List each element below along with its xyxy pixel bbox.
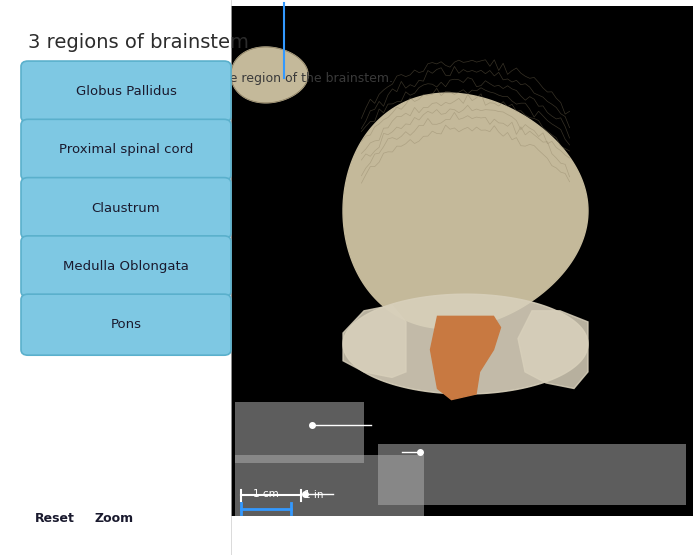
Text: Medulla Oblongata: Medulla Oblongata [63, 260, 189, 273]
Polygon shape [343, 93, 588, 329]
Polygon shape [430, 316, 500, 400]
Polygon shape [343, 294, 588, 394]
Polygon shape [343, 305, 406, 377]
FancyBboxPatch shape [21, 178, 231, 239]
Bar [234, 455, 424, 516]
Text: Proximal spinal cord: Proximal spinal cord [59, 143, 193, 157]
FancyBboxPatch shape [21, 119, 231, 180]
Text: Claustrum: Claustrum [92, 201, 160, 215]
Text: 1 in: 1 in [304, 490, 324, 500]
Text: Zoom: Zoom [94, 512, 134, 526]
Text: Match the label to its appropriate region of the brainstem.: Match the label to its appropriate regio… [28, 72, 393, 85]
FancyBboxPatch shape [21, 236, 231, 297]
Text: Reset: Reset [35, 512, 75, 526]
Bar [231, 6, 693, 516]
Polygon shape [518, 311, 588, 388]
Text: 1 cm: 1 cm [253, 489, 279, 499]
Bar [378, 444, 686, 505]
FancyBboxPatch shape [21, 294, 231, 355]
Polygon shape [231, 47, 308, 103]
Text: 3 regions of brainstem: 3 regions of brainstem [28, 33, 249, 52]
Text: Pons: Pons [111, 318, 141, 331]
Text: Globus Pallidus: Globus Pallidus [76, 85, 176, 98]
FancyBboxPatch shape [21, 61, 231, 122]
Bar [234, 402, 364, 463]
